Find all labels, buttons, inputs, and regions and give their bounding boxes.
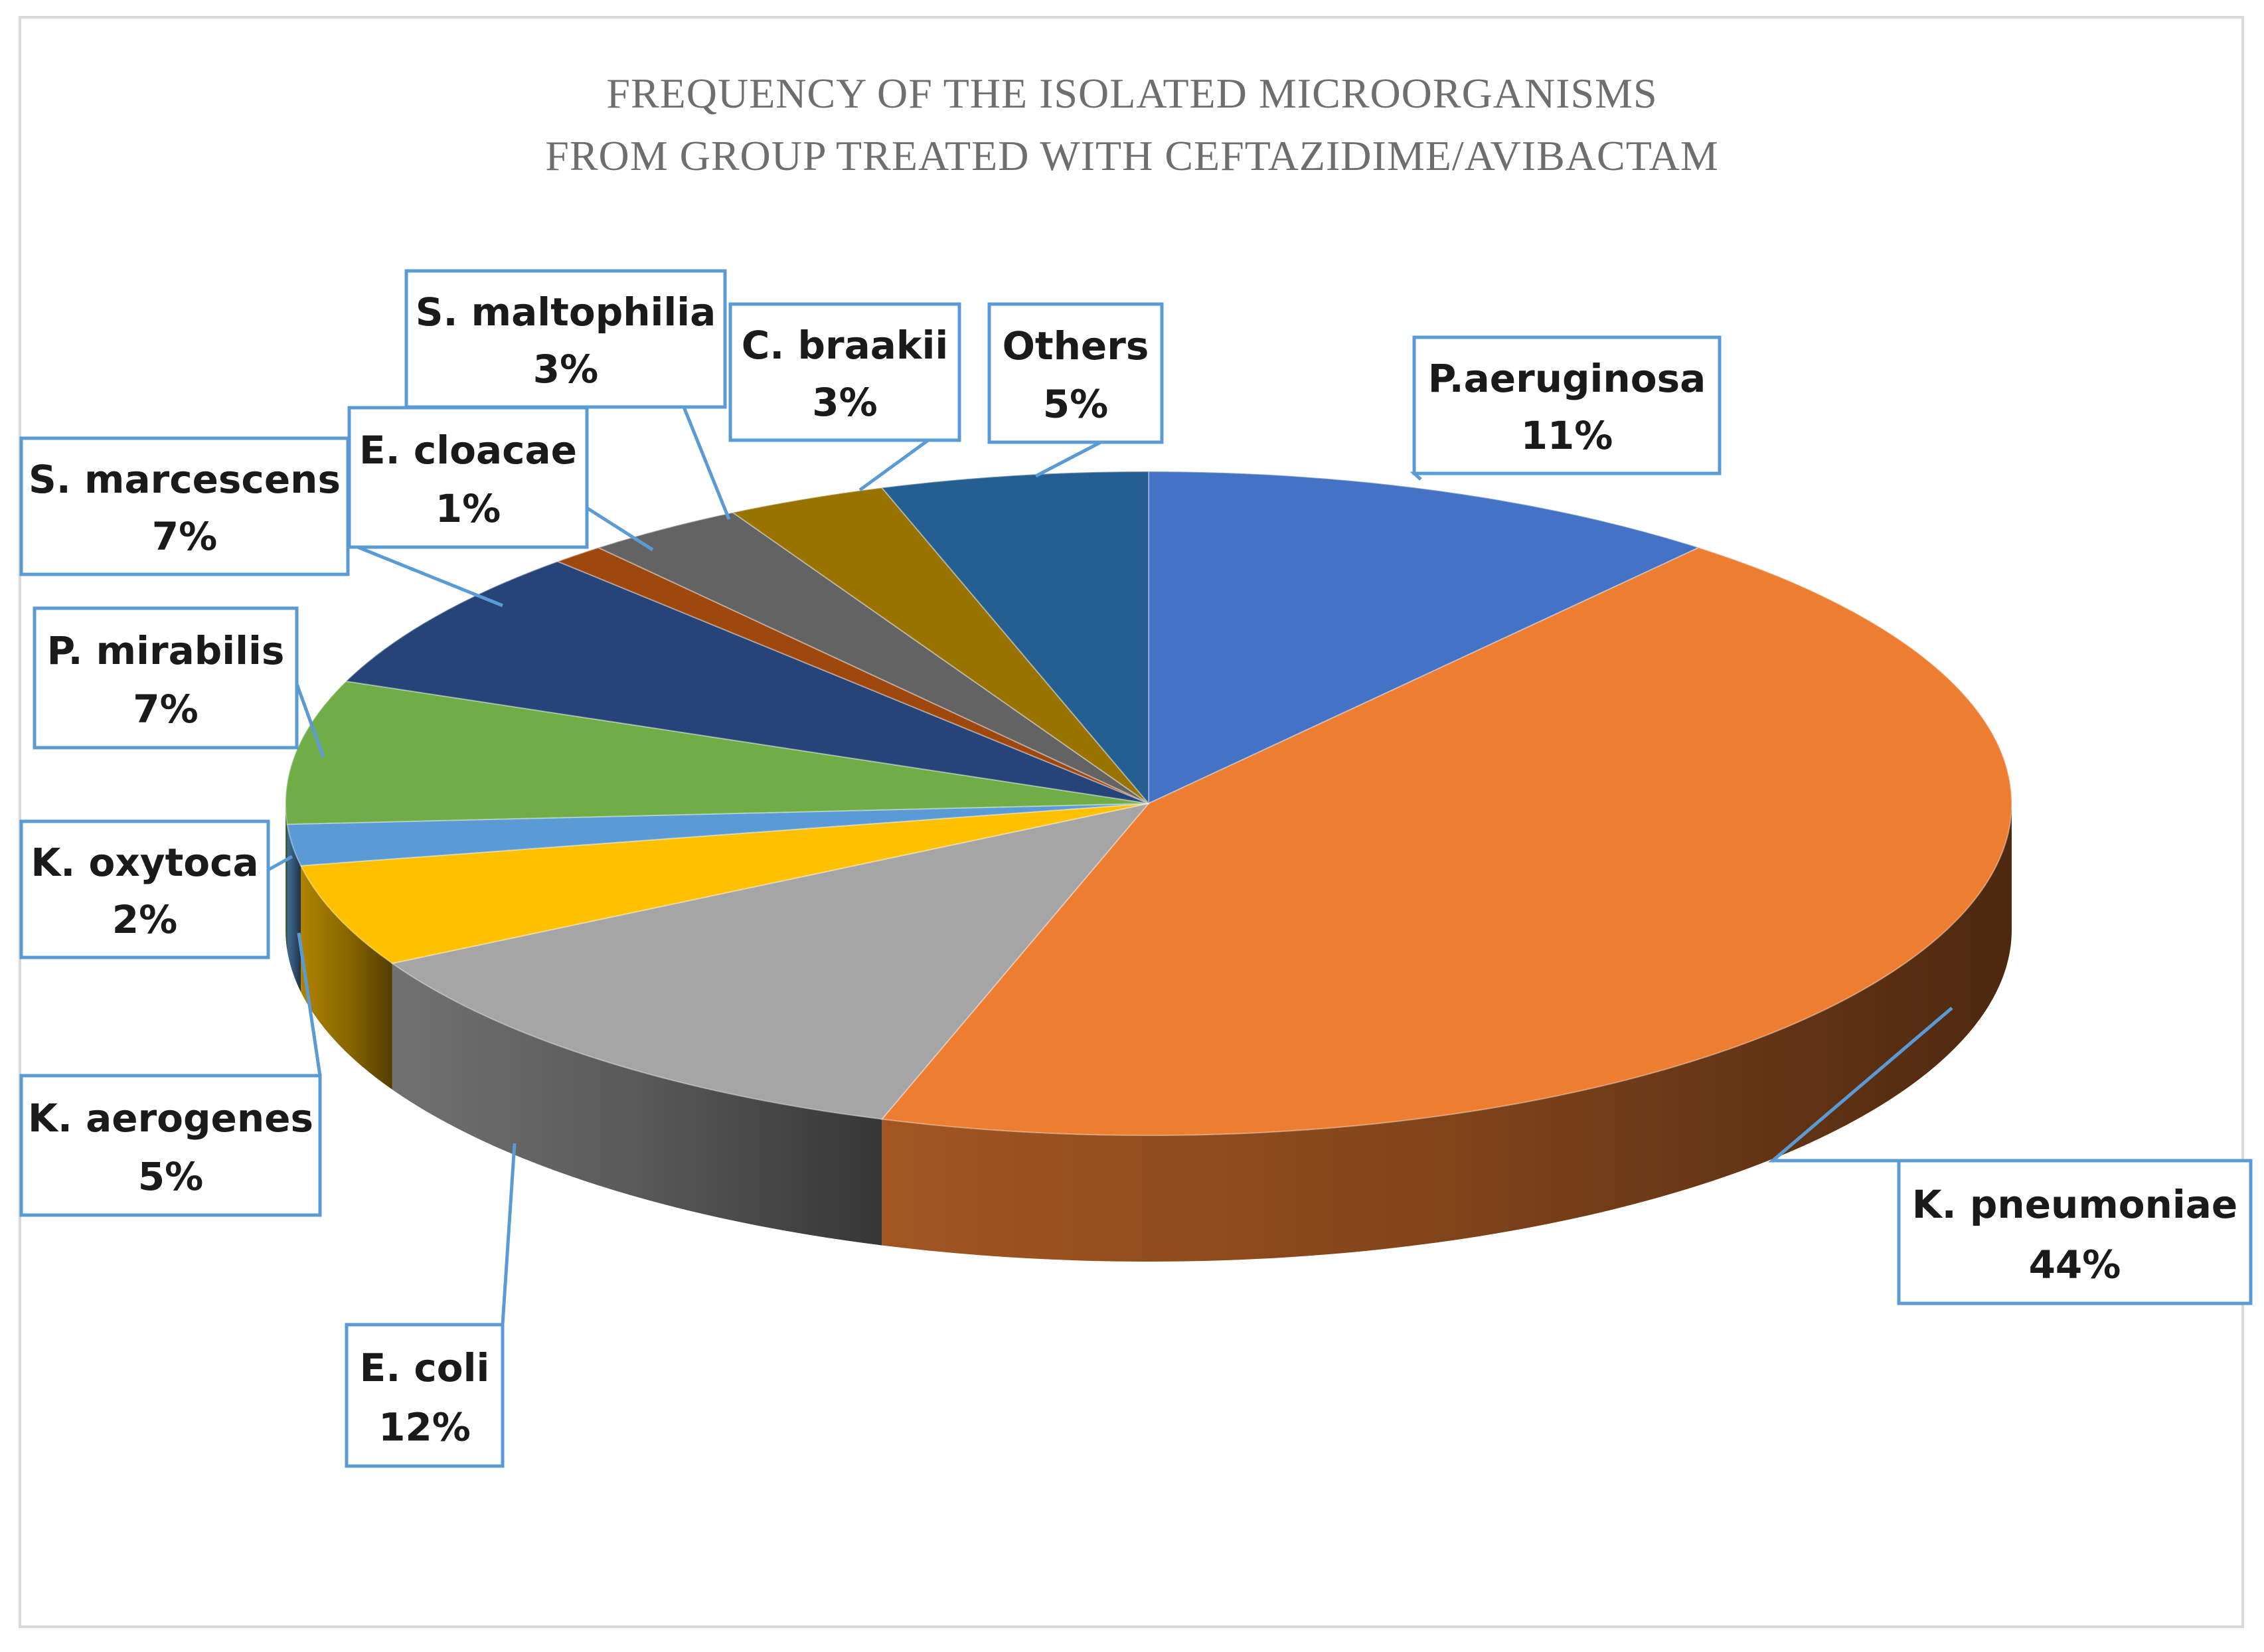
callout-k-pneumoniae: K. pneumoniae 44% bbox=[1768, 1007, 2253, 1305]
callout-box-e-cloacae bbox=[347, 406, 589, 549]
pie-side-p-mirabilis-shading bbox=[285, 803, 287, 951]
pie-side-e-coli-shading bbox=[392, 963, 882, 1246]
category-label-s-marcescens: S. marcescens bbox=[29, 457, 341, 502]
value-label-c-braakii: 3% bbox=[812, 380, 877, 425]
leader-line-k-oxytoca bbox=[267, 855, 293, 872]
data-label-callouts: P.aeruginosa 11% K. pneumoniae 44% E. coli 12… bbox=[19, 269, 2253, 1468]
pie-side-k-pneumoniae-shading bbox=[882, 803, 2012, 1262]
value-label-s-maltophilia: 3% bbox=[533, 347, 598, 392]
pie-slice-k-pneumoniae bbox=[880, 546, 2012, 1136]
value-label-others: 5% bbox=[1043, 382, 1108, 427]
leader-line-s-maltophilia bbox=[682, 406, 731, 520]
leader-line-s-marcescens bbox=[347, 541, 503, 608]
callout-box-e-coli bbox=[345, 1323, 505, 1468]
callout-e-coli: E. coli 12% bbox=[345, 1143, 517, 1468]
pie-slice-e-cloacae bbox=[556, 546, 1149, 804]
category-label-e-coli: E. coli bbox=[360, 1345, 490, 1390]
pie-slices bbox=[285, 470, 2012, 1136]
category-label-p-mirabilis: P. mirabilis bbox=[47, 628, 285, 673]
pie-slice-p-aeruginosa bbox=[1148, 470, 1701, 805]
leader-line-p-mirabilis bbox=[295, 683, 325, 758]
category-label-c-braakii: C. braakii bbox=[742, 323, 949, 368]
callout-box-p-mirabilis bbox=[33, 606, 299, 750]
value-label-k-aerogenes: 5% bbox=[138, 1154, 203, 1199]
pie-slice-c-braakii bbox=[731, 487, 1149, 804]
pie-side-k-oxytoca-shading bbox=[287, 824, 301, 992]
callout-s-marcescens: S. marcescens 7% bbox=[19, 436, 503, 608]
callout-p-aeruginosa: P.aeruginosa 11% bbox=[1410, 335, 1722, 481]
callout-box-p-aeruginosa bbox=[1412, 335, 1722, 475]
category-label-p-aeruginosa: P.aeruginosa bbox=[1428, 356, 1706, 401]
category-label-others: Others bbox=[1003, 323, 1149, 369]
value-label-k-oxytoca: 2% bbox=[112, 897, 177, 942]
pie-side-walls bbox=[285, 803, 2012, 1262]
leader-line-e-coli bbox=[501, 1143, 517, 1325]
callout-s-maltophilia: S. maltophilia 3% bbox=[404, 269, 731, 520]
pie-slice-k-aerogenes bbox=[299, 803, 1149, 964]
pie-slice-s-marcescens bbox=[345, 560, 1149, 804]
callout-box-c-braakii bbox=[728, 302, 961, 442]
callout-box-k-aerogenes bbox=[19, 1074, 322, 1217]
pie-slice-k-oxytoca bbox=[286, 803, 1149, 867]
pie-slice-e-coli bbox=[390, 802, 1151, 1120]
category-label-e-cloacae: E. cloacae bbox=[359, 428, 577, 473]
callout-box-s-maltophilia bbox=[404, 269, 727, 409]
value-label-k-pneumoniae: 44% bbox=[2029, 1242, 2121, 1287]
value-label-e-coli: 12% bbox=[378, 1405, 471, 1450]
callout-others: Others 5% bbox=[987, 302, 1164, 478]
callout-p-mirabilis: P. mirabilis 7% bbox=[33, 606, 325, 758]
callout-e-cloacae: E. cloacae 1% bbox=[347, 406, 654, 552]
pie-slice-s-maltophilia bbox=[596, 511, 1149, 804]
leader-line-others bbox=[1034, 440, 1102, 478]
category-label-k-pneumoniae: K. pneumoniae bbox=[1912, 1182, 2238, 1227]
callout-k-oxytoca: K. oxytoca 2% bbox=[19, 819, 293, 959]
leader-line-c-braakii bbox=[858, 438, 930, 492]
chart-title-line-2: FROM GROUP TREATED WITH CEFTAZIDIME/AVIB… bbox=[545, 132, 1719, 179]
pie-side-k-aerogenes-shading bbox=[301, 865, 392, 1090]
value-label-p-aeruginosa: 11% bbox=[1521, 413, 1613, 458]
leader-line-e-cloacae bbox=[586, 506, 654, 552]
callout-box-k-pneumoniae bbox=[1897, 1159, 2253, 1305]
callout-k-aerogenes: K. aerogenes 5% bbox=[19, 932, 322, 1217]
pie-slice-others bbox=[880, 470, 1149, 805]
callout-c-braakii: C. braakii 3% bbox=[728, 302, 961, 492]
category-label-s-maltophilia: S. maltophilia bbox=[416, 289, 716, 335]
callout-box-k-oxytoca bbox=[19, 819, 270, 959]
value-label-p-mirabilis: 7% bbox=[133, 687, 198, 732]
chart-title-line-1: FREQUENCY OF THE ISOLATED MICROORGANISMS bbox=[606, 70, 1657, 117]
category-label-k-aerogenes: K. aerogenes bbox=[28, 1096, 313, 1141]
value-label-s-marcescens: 7% bbox=[152, 514, 217, 559]
callout-box-others bbox=[987, 302, 1164, 444]
value-label-e-cloacae: 1% bbox=[436, 486, 501, 531]
category-label-k-oxytoca: K. oxytoca bbox=[31, 840, 258, 885]
callout-box-s-marcescens bbox=[19, 436, 350, 576]
leader-line-k-aerogenes bbox=[297, 932, 322, 1076]
pie-slice-p-mirabilis bbox=[285, 680, 1149, 825]
